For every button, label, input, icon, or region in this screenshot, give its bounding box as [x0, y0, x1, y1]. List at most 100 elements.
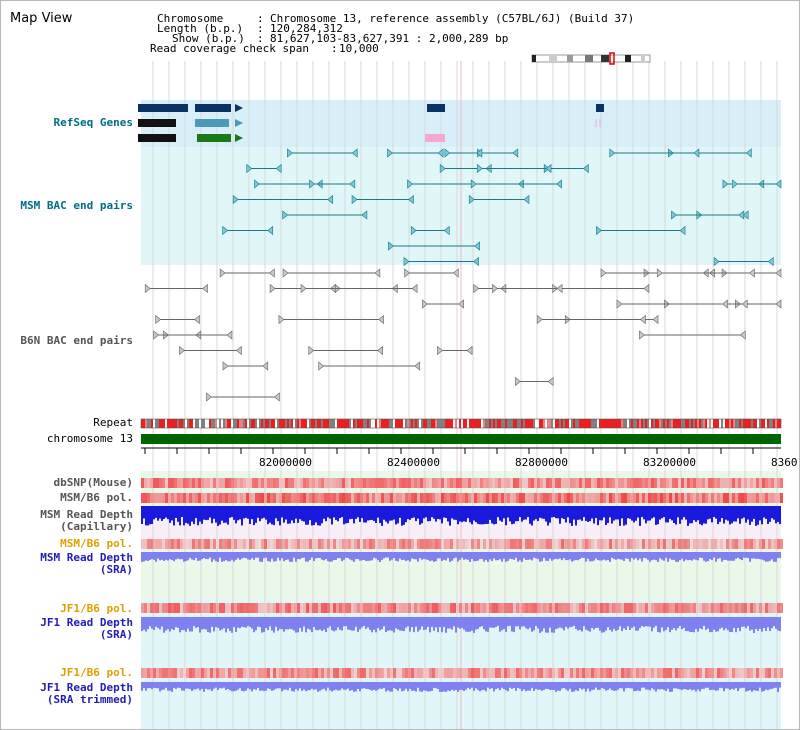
track-label-msm-b6-pol-2[interactable]: MSM/B6 pol.	[60, 537, 133, 550]
read-depth-bar	[217, 617, 219, 628]
polymorphism-cell	[417, 539, 420, 549]
polymorphism-cell	[486, 539, 489, 549]
read-depth-bar	[299, 552, 301, 560]
polymorphism-cell	[387, 603, 390, 613]
track-label-msm-bac[interactable]: MSM BAC end pairs	[20, 199, 133, 212]
read-depth-bar	[143, 617, 145, 630]
repeat-block	[451, 419, 453, 428]
repeat-block	[631, 419, 633, 428]
repeat-block	[699, 419, 701, 428]
repeat-block	[313, 419, 315, 428]
polymorphism-cell	[750, 603, 753, 613]
read-depth-bar	[661, 617, 663, 628]
polymorphism-cell	[159, 493, 162, 503]
polymorphism-cell	[735, 668, 738, 678]
track-label-jf1-depth-sra-1[interactable]: JF1 Read Depth	[40, 616, 133, 629]
coverage-info-value: 10,000	[339, 42, 379, 55]
polymorphism-cell	[468, 478, 471, 488]
track-label-msm-depth-sra-2[interactable]: (SRA)	[99, 563, 133, 576]
read-depth-bar	[367, 506, 369, 521]
polymorphism-cell	[207, 478, 210, 488]
bac-end-marker	[246, 163, 253, 174]
read-depth-bar	[189, 506, 191, 526]
read-depth-bar	[401, 617, 403, 631]
track-label-jf1-depth-sra-2[interactable]: (SRA)	[99, 628, 133, 641]
polymorphism-cell	[672, 603, 675, 613]
read-depth-bar	[507, 506, 509, 518]
repeat-block	[479, 419, 481, 428]
polymorphism-cell	[555, 603, 558, 613]
track-label-refseq[interactable]: RefSeq Genes	[53, 116, 133, 129]
bac-end-marker	[679, 225, 686, 236]
polymorphism-cell	[318, 539, 321, 549]
bac-end-marker	[556, 179, 562, 189]
polymorphism-cell	[276, 478, 279, 488]
polymorphism-cell	[477, 478, 480, 488]
polymorphism-cell	[504, 668, 507, 678]
track-label-dbsnp[interactable]: dbSNP(Mouse)	[53, 476, 133, 489]
read-depth-bar	[403, 617, 405, 632]
polymorphism-cell	[603, 539, 606, 549]
track-label-jf1-depth-trim-1[interactable]: JF1 Read Depth	[40, 681, 133, 694]
read-depth-bar	[495, 682, 497, 690]
track-label-msm-depth-sra-1[interactable]: MSM Read Depth	[40, 551, 133, 564]
polymorphism-cell	[633, 539, 636, 549]
polymorphism-cell	[666, 603, 669, 613]
repeat-block	[713, 419, 715, 428]
repeat-block	[701, 419, 703, 428]
read-depth-bar	[433, 682, 435, 688]
polymorphism-cell	[621, 603, 624, 613]
read-depth-bar	[387, 617, 389, 631]
track-label-msm-depth-cap-1[interactable]: MSM Read Depth	[40, 508, 133, 521]
polymorphism-cell	[699, 478, 702, 488]
polymorphism-cell	[492, 478, 495, 488]
polymorphism-cell	[711, 668, 714, 678]
polymorphism-cell	[684, 603, 687, 613]
polymorphism-cell	[768, 539, 771, 549]
polymorphism-cell	[210, 539, 213, 549]
repeat-block	[357, 419, 359, 428]
polymorphism-cell	[723, 478, 726, 488]
read-depth-bar	[423, 552, 425, 559]
read-depth-bar	[201, 682, 203, 689]
repeat-block	[289, 419, 291, 428]
read-depth-bar	[145, 617, 147, 632]
polymorphism-cell	[378, 478, 381, 488]
read-depth-bar	[391, 617, 393, 631]
read-depth-bar	[329, 552, 331, 562]
track-label-jf1-b6-pol-2[interactable]: JF1/B6 pol.	[60, 666, 133, 679]
track-label-jf1-depth-trim-2[interactable]: (SRA trimmed)	[46, 693, 133, 706]
read-depth-bar	[763, 552, 765, 561]
track-label-msm-b6-pol-1[interactable]: MSM/B6 pol.	[60, 491, 133, 504]
read-depth-bar	[699, 552, 701, 558]
bac-end-marker	[404, 268, 411, 278]
polymorphism-cell	[687, 539, 690, 549]
polymorphism-cell	[408, 539, 411, 549]
read-depth-bar	[227, 552, 229, 562]
polymorphism-cell	[726, 539, 729, 549]
polymorphism-cell	[714, 478, 717, 488]
read-depth-bar	[439, 682, 441, 692]
polymorphism-cell	[642, 478, 645, 488]
repeat-block	[579, 419, 581, 428]
repeat-block	[447, 419, 449, 428]
polymorphism-cell	[375, 478, 378, 488]
bac-end-marker	[349, 179, 356, 189]
repeat-block	[381, 419, 383, 428]
read-depth-bar	[691, 682, 693, 691]
read-depth-bar	[227, 506, 229, 525]
read-depth-bar	[405, 682, 407, 689]
polymorphism-cell	[294, 668, 297, 678]
polymorphism-cell	[420, 539, 423, 549]
track-label-msm-depth-cap-2[interactable]: (Capillary)	[60, 520, 133, 533]
read-depth-bar	[185, 552, 187, 562]
polymorphism-cell	[765, 539, 768, 549]
polymorphism-cell	[702, 668, 705, 678]
track-label-b6n-bac[interactable]: B6N BAC end pairs	[20, 334, 133, 347]
polymorphism-cell	[432, 493, 435, 503]
track-label-jf1-b6-pol-1[interactable]: JF1/B6 pol.	[60, 602, 133, 615]
repeat-block	[715, 419, 717, 428]
read-depth-bar	[403, 506, 405, 525]
read-depth-bar	[407, 617, 409, 627]
